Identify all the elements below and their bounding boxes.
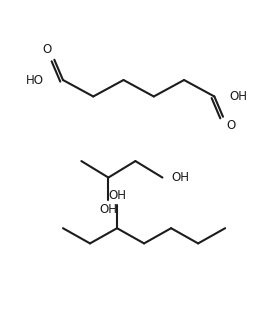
Text: HO: HO <box>25 73 44 87</box>
Text: OH: OH <box>171 171 189 184</box>
Text: O: O <box>42 43 51 56</box>
Text: O: O <box>226 119 235 132</box>
Text: OH: OH <box>108 189 126 202</box>
Text: OH: OH <box>99 203 117 216</box>
Text: OH: OH <box>229 90 247 103</box>
